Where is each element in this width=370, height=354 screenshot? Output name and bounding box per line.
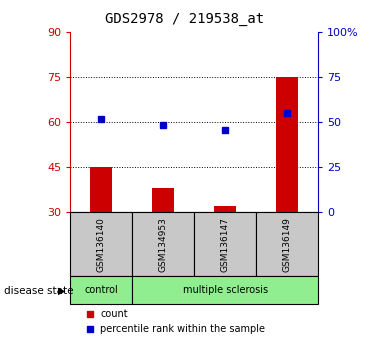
Text: disease state: disease state bbox=[4, 286, 73, 296]
Text: GSM136149: GSM136149 bbox=[283, 217, 292, 272]
Text: multiple sclerosis: multiple sclerosis bbox=[183, 285, 268, 295]
Text: GSM134953: GSM134953 bbox=[159, 217, 168, 272]
Bar bbox=[214, 206, 236, 212]
Text: control: control bbox=[84, 285, 118, 295]
Text: GSM136147: GSM136147 bbox=[221, 217, 230, 272]
Bar bbox=[194, 212, 256, 276]
Bar bbox=[70, 276, 132, 304]
Bar bbox=[90, 167, 112, 212]
Bar bbox=[152, 188, 174, 212]
Bar bbox=[256, 212, 318, 276]
Bar bbox=[276, 77, 298, 212]
Text: GDS2978 / 219538_at: GDS2978 / 219538_at bbox=[105, 12, 265, 27]
Legend: count, percentile rank within the sample: count, percentile rank within the sample bbox=[88, 309, 265, 334]
Bar bbox=[132, 276, 318, 304]
Bar bbox=[132, 212, 194, 276]
Bar bbox=[70, 212, 132, 276]
Text: ▶: ▶ bbox=[58, 286, 66, 296]
Text: GSM136140: GSM136140 bbox=[97, 217, 106, 272]
